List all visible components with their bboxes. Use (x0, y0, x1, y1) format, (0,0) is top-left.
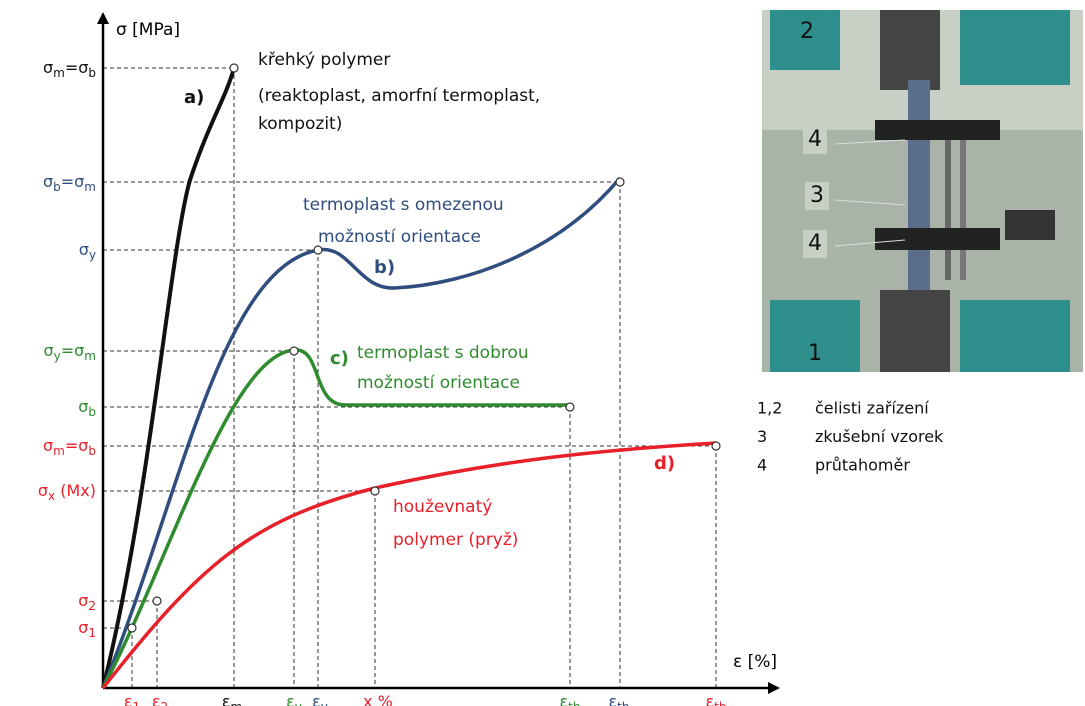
legend-key: 3 (757, 427, 767, 446)
photo (762, 10, 1083, 372)
curve-b (101, 176, 622, 689)
x-label: εtb (706, 692, 727, 706)
y-label: σb (78, 397, 96, 419)
curve-note: křehký polymer (258, 50, 390, 70)
y-label: σy (79, 240, 96, 262)
y-label: σx (Mx) (38, 481, 96, 503)
x-label: x % (363, 692, 393, 706)
photo-label: 3 (810, 183, 824, 208)
photo-label: 2 (800, 19, 814, 44)
point (711, 441, 721, 451)
y-label: σ2 (78, 591, 96, 613)
y-axis-label: σ [MPa] (116, 20, 180, 40)
photo-label: 4 (808, 127, 822, 152)
x-label: εm (222, 692, 242, 706)
point (565, 402, 575, 412)
curve-note: termoplast s dobrou (357, 343, 529, 363)
curve-tag: a) (184, 87, 204, 108)
y-label: σb=σm (43, 172, 96, 194)
points (127, 63, 721, 633)
legend-text: zkušební vzorek (815, 427, 944, 446)
curve-note: možností orientace (357, 373, 520, 393)
point (289, 346, 299, 356)
y-label: σ1 (78, 618, 96, 640)
photo-label-bg (805, 182, 829, 210)
legend: 1,2 čelisti zařízení 3 zkušební vzorek 4 průt… (757, 399, 944, 475)
photo-label: 1 (808, 341, 822, 366)
curve-note: houževnatý (393, 497, 492, 517)
point (127, 623, 137, 633)
curve-note: (reaktoplast, amorfní termoplast, (258, 86, 540, 106)
photo-label-bg (803, 230, 827, 258)
point (229, 63, 239, 73)
x-label: εy (286, 692, 302, 706)
y-label: σy=σm (44, 341, 97, 363)
legend-key: 1,2 (757, 399, 782, 418)
legend-text: průtahoměr (815, 456, 910, 475)
curve-note: polymer (pryž) (393, 530, 518, 550)
x-label: ε1 (124, 692, 140, 706)
legend-text: čelisti zařízení (815, 399, 929, 418)
curve-tag: b) (374, 257, 395, 278)
point (370, 486, 380, 496)
x-label: εy (312, 692, 328, 706)
point (615, 177, 625, 187)
point (313, 245, 323, 255)
x-axis-label: ε [%] (733, 652, 777, 672)
curve-tag: c) (330, 348, 349, 369)
point (152, 596, 162, 606)
curve-note: možností orientace (318, 227, 481, 247)
x-label: εtb (609, 692, 630, 706)
curve-tag: d) (654, 453, 675, 474)
photo-label-bg (795, 18, 819, 46)
curve-c (101, 348, 570, 689)
curve-note: kompozit) (258, 114, 342, 134)
photo-label: 4 (808, 231, 822, 256)
x-label: ε2 (152, 692, 168, 706)
photo-label-bg (803, 340, 827, 368)
legend-key: 4 (757, 456, 767, 475)
photo-label-bg (803, 126, 827, 154)
y-label: σm=σb (43, 58, 96, 80)
curve-a (101, 67, 236, 689)
curve-note: termoplast s omezenou (303, 195, 504, 215)
y-label: σm=σb (43, 436, 96, 458)
x-label: εtb (560, 692, 581, 706)
